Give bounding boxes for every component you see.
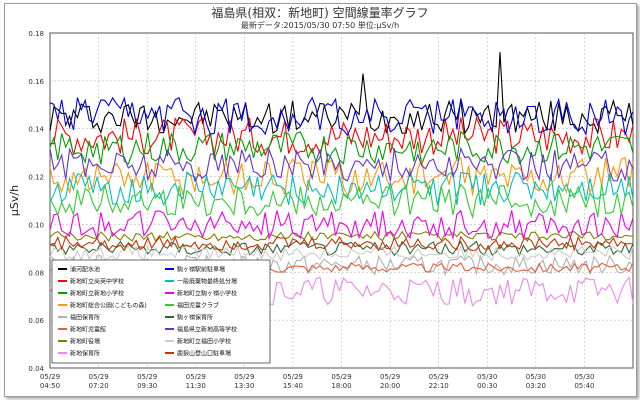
x-tick-date: 05/29 — [331, 373, 351, 381]
chart-subtitle: 最新データ:2015/05/30 07:50 単位:μSv/h — [240, 21, 400, 30]
legend-label: 新地町総合公園(こどもの森) — [70, 302, 147, 310]
x-tick-time: 00:30 — [477, 382, 497, 390]
series-line — [49, 230, 634, 243]
x-tick-time: 03:20 — [526, 382, 546, 390]
legend-label: 新地町役場 — [70, 338, 100, 346]
legend-label: 福島県立新地高等学校 — [177, 326, 237, 334]
chart-title: 福島県(相双：新地町) 空間線量率グラフ — [211, 6, 429, 20]
x-tick-time: 05:40 — [574, 382, 594, 390]
legend-label: 新地町立新地小学校 — [70, 290, 124, 298]
y-tick-label: 0.04 — [28, 365, 44, 373]
x-tick-time: 20:00 — [380, 382, 400, 390]
series-line — [49, 244, 634, 262]
series-line — [49, 209, 634, 241]
series-line — [49, 52, 634, 135]
series-line — [49, 116, 634, 157]
series-line — [49, 235, 634, 252]
y-tick-label: 0.14 — [28, 126, 44, 134]
legend-label: 新地町児童館 — [70, 326, 106, 334]
x-tick-date: 05/29 — [283, 373, 303, 381]
legend-label: 新地町立尚英中学校 — [70, 278, 124, 286]
legend-label: 一般廃棄物最終処分場 — [177, 278, 237, 286]
x-tick-date: 05/29 — [137, 373, 157, 381]
x-tick-time: 09:30 — [137, 382, 157, 390]
y-tick-label: 0.08 — [28, 269, 44, 277]
series-line — [49, 170, 634, 207]
x-tick-time: 22:10 — [429, 382, 449, 390]
series-line — [49, 146, 634, 183]
legend-label: 福田児童クラブ — [177, 302, 219, 310]
legend-label: 浦河配水池 — [70, 266, 100, 274]
series-line — [49, 156, 634, 197]
x-tick-time: 04:50 — [40, 382, 60, 390]
y-tick-label: 0.18 — [28, 30, 44, 38]
legend-label: 駒ヶ嶺保育所 — [177, 314, 213, 322]
x-tick-date: 05/29 — [429, 373, 449, 381]
x-tick-date: 05/29 — [186, 373, 206, 381]
y-tick-label: 0.10 — [28, 221, 44, 229]
legend-box — [51, 259, 271, 364]
legend-label: 新地町立福田小学校 — [177, 338, 231, 346]
x-tick-time: 15:40 — [283, 382, 303, 390]
series-line — [49, 183, 634, 220]
x-tick-date: 05/30 — [477, 373, 497, 381]
legend-label: 新地町立駒ヶ嶺小学校 — [177, 290, 237, 298]
legend-label: 鹿狼山登山口駐車場 — [177, 350, 231, 358]
series-line — [49, 240, 634, 257]
x-tick-date: 05/30 — [574, 373, 594, 381]
y-tick-label: 0.16 — [28, 78, 44, 86]
x-tick-time: 07:20 — [88, 382, 108, 390]
legend-label: 駒ヶ嶺駅前駐車場 — [177, 266, 225, 274]
y-tick-label: 0.12 — [28, 174, 44, 182]
legend-label: 福田保育所 — [70, 314, 100, 322]
x-tick-time: 18:00 — [331, 382, 351, 390]
x-tick-date: 05/30 — [526, 373, 546, 381]
legend-label: 新地保育所 — [70, 350, 100, 358]
series-line — [49, 130, 634, 167]
x-tick-date: 05/29 — [40, 373, 60, 381]
x-tick-date: 05/29 — [88, 373, 108, 381]
x-tick-time: 11:30 — [186, 382, 206, 390]
x-tick-time: 13:30 — [234, 382, 254, 390]
y-axis-label: μSv/h — [8, 185, 21, 216]
y-tick-label: 0.06 — [28, 317, 44, 325]
series-line — [49, 96, 634, 137]
x-tick-date: 05/29 — [234, 373, 254, 381]
x-tick-date: 05/29 — [380, 373, 400, 381]
